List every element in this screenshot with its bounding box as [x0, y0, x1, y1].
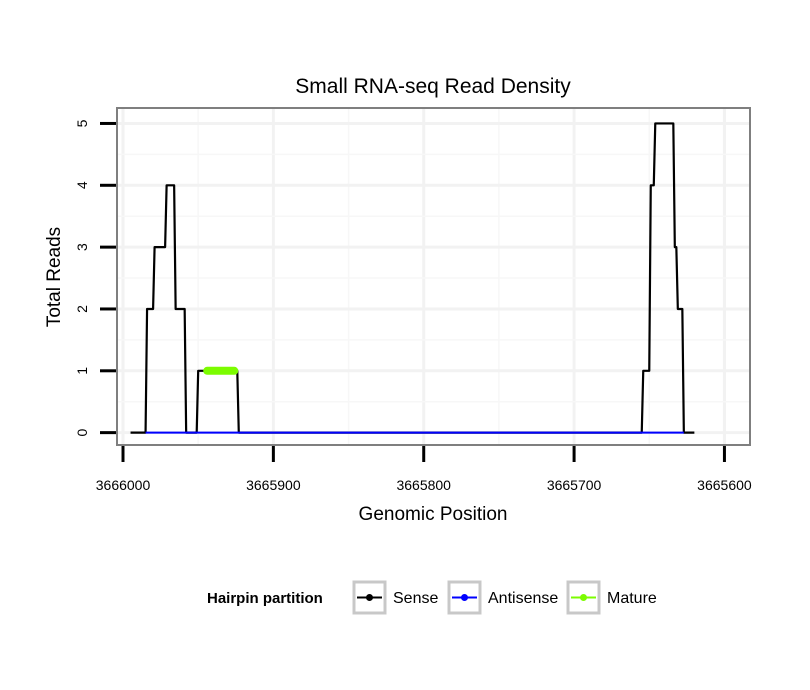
legend-item-antisense: Antisense: [447, 580, 558, 615]
x-tick-label: 3666000: [96, 477, 151, 493]
y-tick-label: 5: [74, 119, 90, 127]
legend: Hairpin partition Sense Antisense Mature: [207, 580, 657, 615]
plot-border: [116, 107, 751, 446]
legend-label-antisense: Antisense: [488, 590, 558, 607]
legend-label-mature: Mature: [607, 590, 657, 607]
x-axis-label: Genomic Position: [359, 504, 508, 525]
legend-title: Hairpin partition: [207, 590, 323, 607]
legend-label-sense: Sense: [393, 590, 438, 607]
y-tick-label: 1: [74, 367, 90, 375]
y-tick-label: 4: [74, 181, 90, 189]
legend-item-mature: Mature: [566, 580, 657, 615]
y-axis-label: Total Reads: [44, 227, 65, 327]
series-layer: [130, 122, 695, 434]
x-tick-label: 3665600: [697, 477, 752, 493]
series-line-sense: [130, 122, 695, 434]
legend-dot-mature: [580, 594, 587, 601]
x-axis: 3666000 3665900 3665800 3665700 3665600: [96, 446, 752, 493]
legend-dot-antisense: [461, 594, 468, 601]
legend-item-sense: Sense: [352, 580, 438, 615]
y-tick-label: 3: [74, 243, 90, 251]
x-tick-label: 3665900: [246, 477, 301, 493]
chart-title: Small RNA-seq Read Density: [295, 75, 571, 98]
plot-panel: [117, 108, 750, 445]
y-tick-label: 0: [74, 429, 90, 437]
x-tick-label: 3665700: [547, 477, 602, 493]
y-tick-label: 2: [74, 305, 90, 313]
x-tick-label: 3665800: [396, 477, 451, 493]
legend-dot-sense: [366, 594, 373, 601]
y-axis: 0 1 2 3 4 5: [74, 119, 116, 437]
